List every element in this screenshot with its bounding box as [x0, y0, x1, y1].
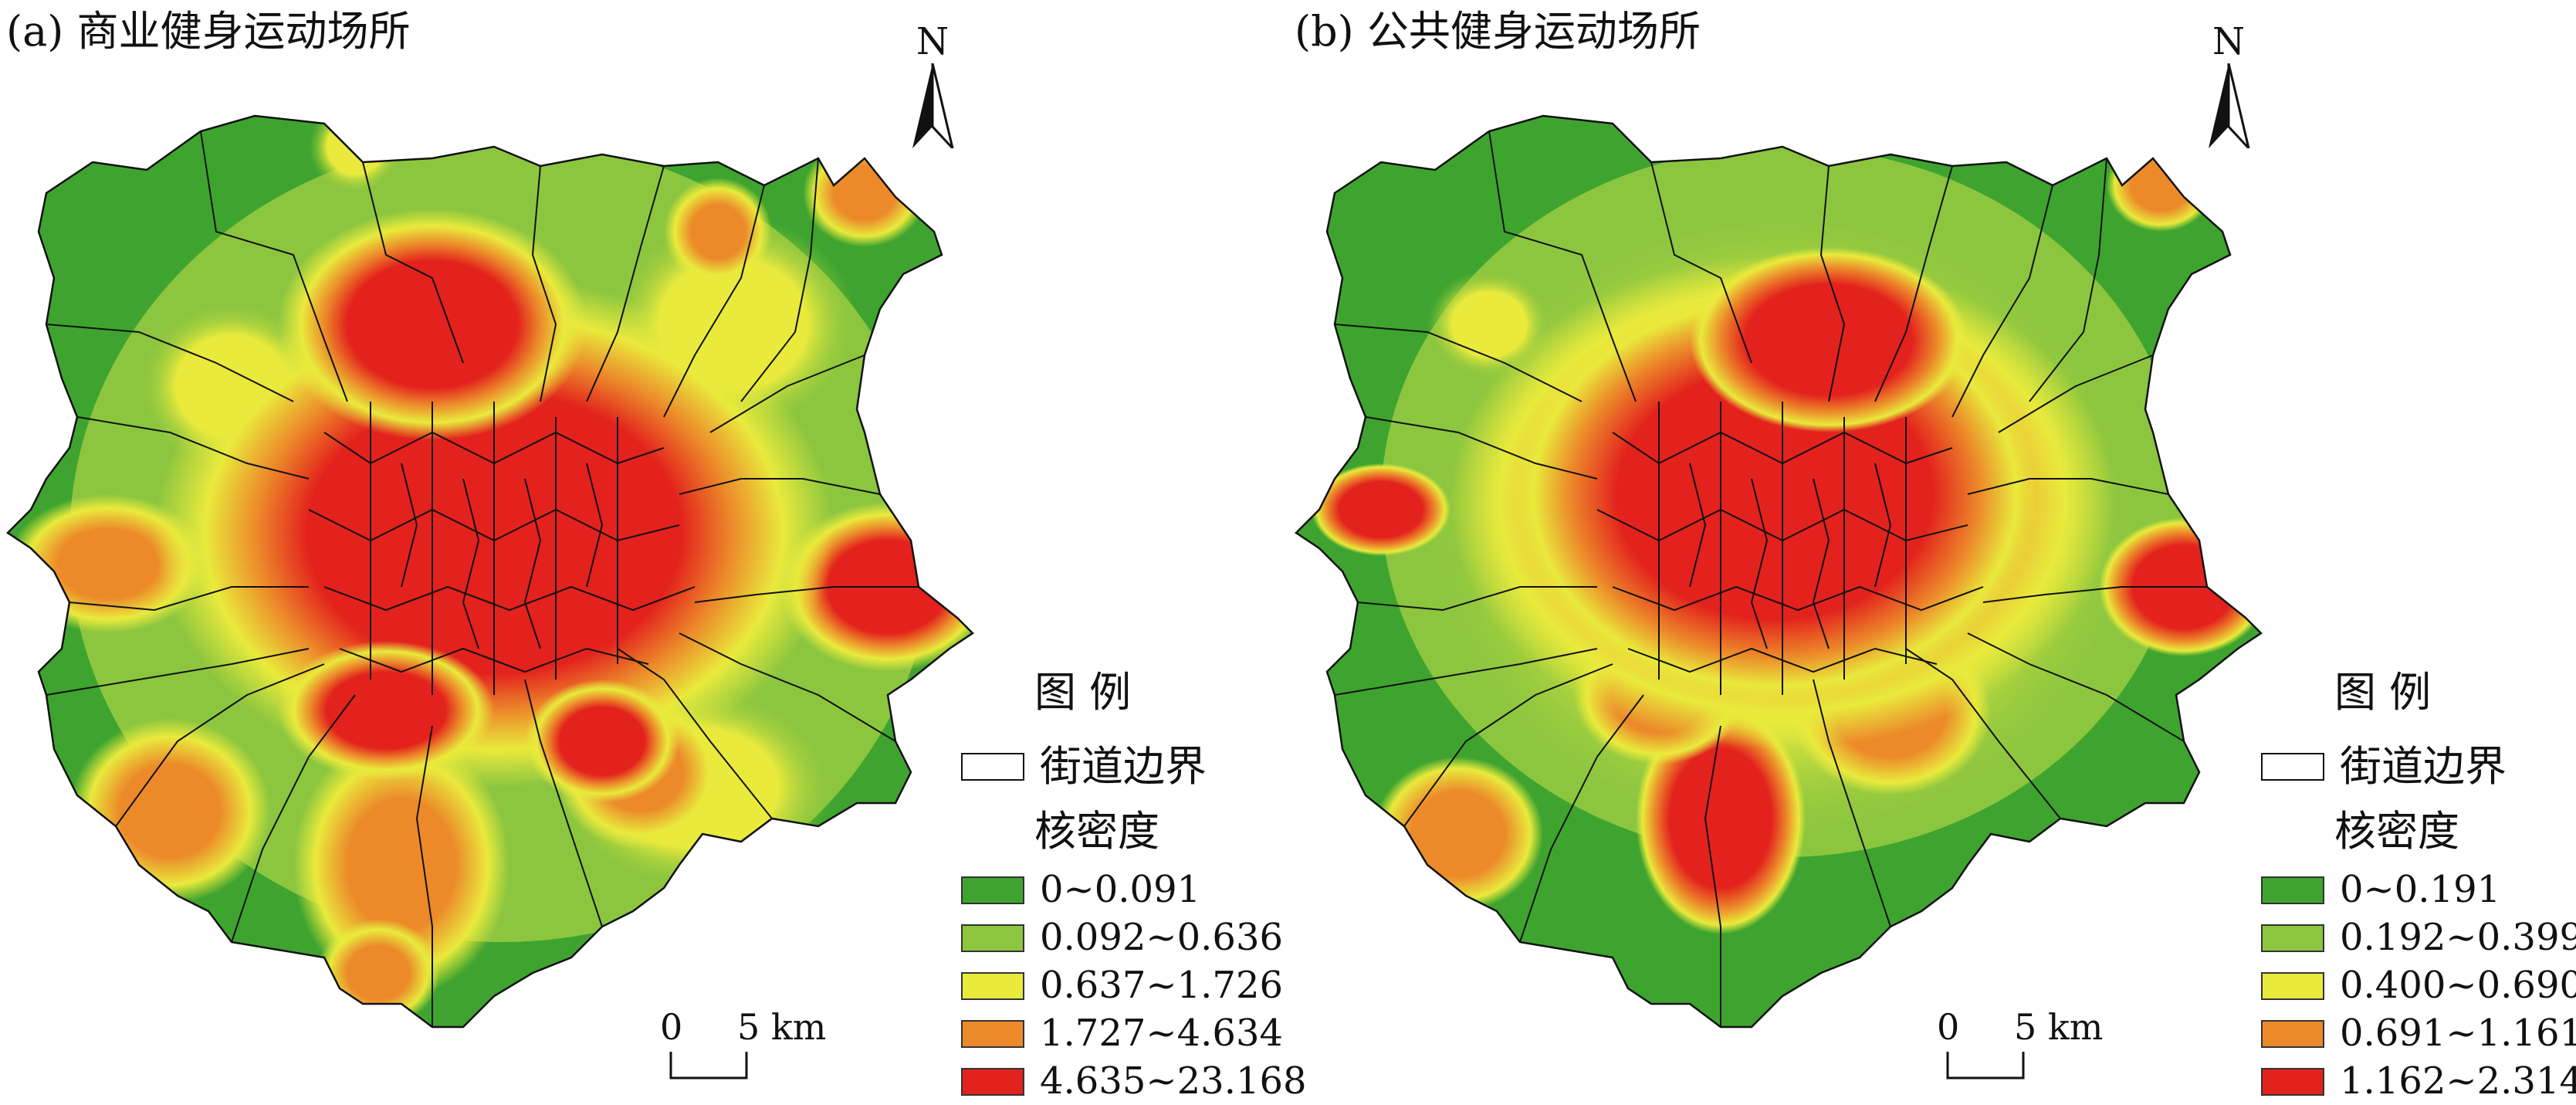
class-swatch [961, 972, 1024, 1000]
scale-bar: 0 5 km [1937, 1004, 2114, 1089]
class-swatch [2261, 924, 2324, 952]
boundary-label: 街道边界 [2340, 742, 2507, 791]
boundary-swatch [961, 753, 1024, 781]
scale-bar-line [1946, 1052, 2025, 1080]
class-swatch [961, 876, 1024, 904]
class-label: 0.092~0.636 [1040, 916, 1284, 959]
north-label: N [2212, 20, 2245, 63]
density-title: 核密度 [1034, 807, 1159, 856]
legend-title: 图 例 [1034, 668, 1132, 717]
boundary-swatch [2261, 753, 2324, 781]
north-arrow-icon [912, 63, 954, 148]
boundary-label: 街道边界 [1040, 742, 1207, 791]
legend-class: 1.162~2.314 [2261, 1057, 2576, 1105]
legend-class: 0.092~0.636 [961, 913, 1308, 961]
legend-class: 0.192~0.399 [2261, 913, 2576, 961]
legend-class: 0.691~1.161 [2261, 1009, 2576, 1057]
legend-title: 图 例 [2334, 668, 2432, 717]
class-label: 0.192~0.399 [2340, 916, 2576, 959]
north-label: N [916, 20, 949, 63]
panel-title: (b) 公共健身运动场所 [1295, 7, 1701, 56]
class-swatch [961, 924, 1024, 952]
street-boundaries [6, 114, 974, 1029]
legend-class: 0~0.191 [2261, 866, 2576, 913]
class-label: 4.635~23.168 [1040, 1059, 1307, 1103]
north-arrow-icon [2209, 63, 2250, 148]
scale-zero: 0 [1937, 1006, 1960, 1048]
north-arrow: N [2198, 20, 2260, 148]
legend-class: 0.637~1.726 [961, 961, 1308, 1009]
class-swatch [961, 1020, 1024, 1048]
class-label: 1.162~2.314 [2340, 1059, 2576, 1103]
panel-title: (a) 商业健身运动场所 [6, 7, 411, 56]
class-label: 0.691~1.161 [2340, 1012, 2576, 1055]
density-surface [1296, 116, 2261, 1027]
legend-class: 1.727~4.634 [961, 1009, 1308, 1057]
class-label: 0~0.191 [2340, 868, 2501, 911]
density-surface [8, 116, 973, 1027]
class-swatch [961, 1068, 1024, 1096]
class-label: 1.727~4.634 [1040, 1012, 1284, 1055]
panel-commercial: (a) 商业健身运动场所 [0, 0, 1307, 1104]
class-swatch [2261, 1020, 2324, 1048]
class-swatch [2261, 876, 2324, 904]
class-swatch [2261, 1068, 2324, 1096]
scale-bar-line [669, 1052, 748, 1080]
density-map [6, 114, 974, 1029]
legend-class: 0.400~0.690 [2261, 961, 2576, 1009]
street-boundaries [1295, 114, 2263, 1029]
class-label: 0~0.091 [1040, 868, 1201, 911]
class-label: 0.400~0.690 [2340, 964, 2576, 1007]
panel-public: (b) 公共健身运动场所 [1288, 0, 2576, 1104]
north-arrow: N [902, 20, 963, 148]
scale-bar: 0 5 km [660, 1004, 838, 1089]
class-label: 0.637~1.726 [1040, 964, 1284, 1007]
class-swatch [2261, 972, 2324, 1000]
scale-distance: 5 km [737, 1006, 827, 1048]
density-map [1295, 114, 2263, 1029]
legend-class: 4.635~23.168 [961, 1057, 1308, 1105]
scale-distance: 5 km [2014, 1006, 2104, 1048]
legend-class: 0~0.091 [961, 866, 1308, 913]
scale-zero: 0 [660, 1006, 683, 1048]
density-title: 核密度 [2334, 807, 2459, 856]
